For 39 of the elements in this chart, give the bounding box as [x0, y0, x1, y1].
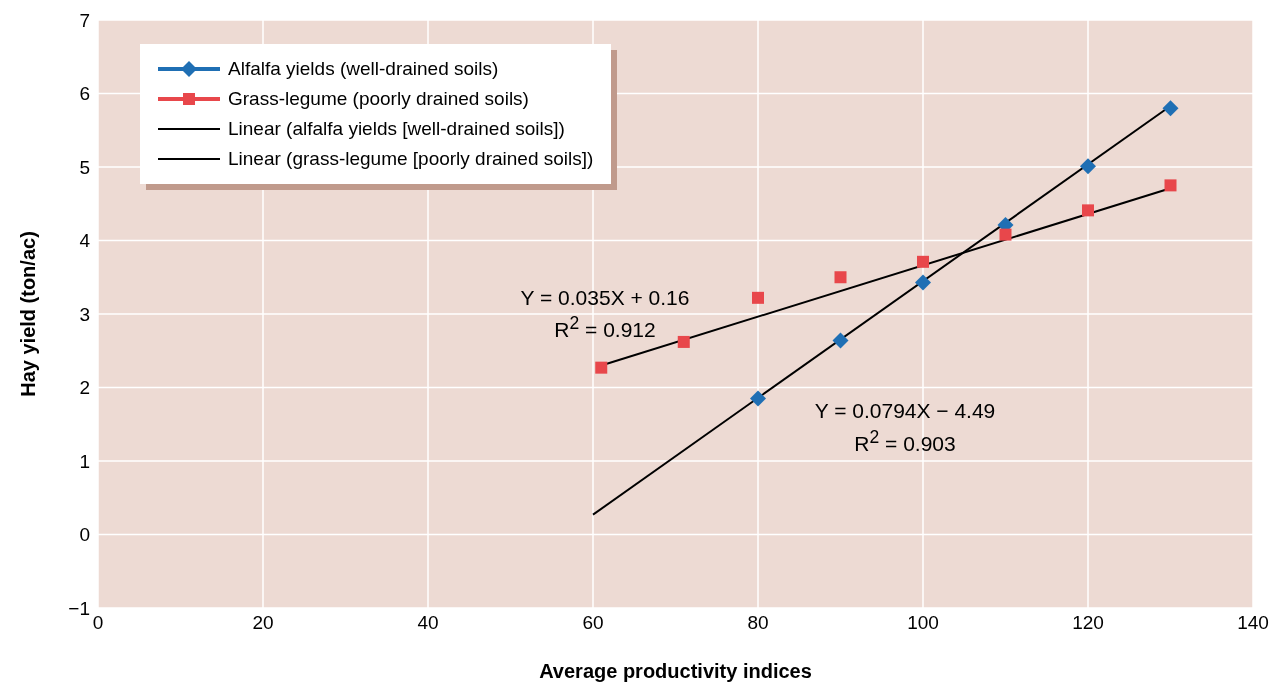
- y-tick-label: 1: [79, 450, 90, 472]
- x-tick-label: 60: [582, 612, 604, 634]
- point: [915, 274, 931, 291]
- point: [1162, 100, 1179, 117]
- x-tick-label: 40: [417, 612, 439, 634]
- y-tick-label: 7: [79, 9, 90, 31]
- point: [595, 361, 608, 374]
- x-tick-label: 80: [747, 612, 769, 634]
- x-tick-label: 100: [907, 612, 939, 634]
- x-axis-title: Average productivity indices: [539, 660, 812, 682]
- annotation: Y = 0.035X + 0.16: [520, 286, 690, 310]
- annotation: R$^{2}$ = 0.903: [854, 426, 956, 456]
- point: [1164, 179, 1177, 192]
- y-tick-label: 6: [79, 83, 90, 105]
- legend-label: Linear (grass-legume [poorly drained soils]): [228, 148, 594, 170]
- point: [752, 291, 764, 304]
- x-tick-label: 20: [252, 612, 274, 634]
- annotation: Y = 0.0794X − 4.49: [814, 399, 996, 423]
- y-tick-label: 0: [79, 524, 90, 546]
- point: [1082, 204, 1094, 217]
- annotation: R$^{2}$ = 0.912: [554, 312, 656, 342]
- legend-label: Grass-legume (poorly drained soils): [228, 88, 529, 110]
- point: [834, 271, 847, 284]
- point: [999, 228, 1012, 241]
- y-tick-label: 2: [79, 377, 90, 399]
- x-tick-label: 120: [1072, 612, 1104, 634]
- y-tick-label: 5: [79, 156, 90, 178]
- point: [917, 255, 929, 268]
- legend-label: Alfalfa yields (well-drained soils): [228, 58, 499, 80]
- point: [832, 332, 849, 349]
- point: [1080, 158, 1096, 175]
- point: [677, 335, 690, 348]
- y-tick-label: −1: [68, 597, 90, 619]
- point: [750, 390, 766, 407]
- y-tick-label: 4: [79, 230, 91, 252]
- x-tick-label: 140: [1237, 612, 1269, 634]
- y-axis-title: Hay yield (ton/ac): [17, 231, 40, 397]
- legend-label: Linear (alfalfa yields [well-drained soils]): [228, 118, 565, 140]
- y-tick-label: 3: [79, 303, 90, 325]
